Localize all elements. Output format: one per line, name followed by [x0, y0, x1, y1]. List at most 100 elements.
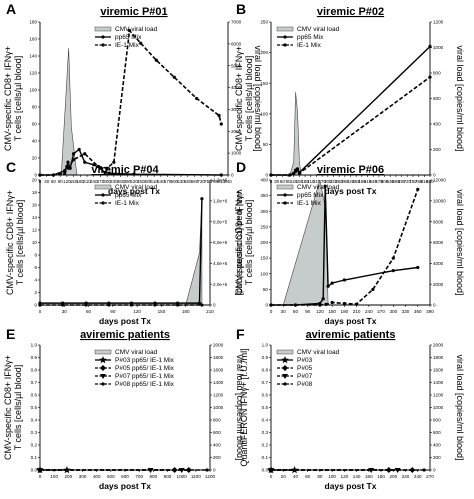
- x-tick-label: 240: [90, 179, 98, 184]
- y2-tick-label: 0: [433, 468, 436, 473]
- y-tick-label: 0.3: [262, 430, 269, 435]
- x-tick-label: 600: [121, 474, 129, 479]
- legend-label: CMV viral load: [297, 184, 340, 191]
- y2-tick-label: 4,0e+5: [213, 261, 228, 266]
- y2-tick-label: 1200: [213, 393, 224, 398]
- y2-tick-label: 200: [213, 455, 221, 460]
- y-tick-label: 14: [32, 215, 38, 220]
- y-tick-label: 0.2: [31, 443, 38, 448]
- x-tick-label: 690: [398, 179, 406, 184]
- y2-tick-label: 1400: [433, 380, 444, 385]
- x-tick-label: 60: [293, 309, 299, 314]
- y-tick-label: 0.8: [262, 368, 269, 373]
- y-tick-label: 250: [260, 224, 268, 229]
- y2-tick-label: 7000: [231, 20, 242, 25]
- y2-tick-label: 200: [433, 147, 441, 152]
- y-tick-label: 0.3: [31, 430, 38, 435]
- y2-tick-label: 0: [433, 173, 436, 178]
- x-tick-label: 720: [197, 179, 205, 184]
- legend-swatch: [94, 349, 112, 355]
- data-point: [391, 269, 395, 273]
- y2-tick-label: 0: [433, 303, 436, 308]
- panel-letter: C: [6, 159, 16, 175]
- x-tick-label: 420: [130, 179, 138, 184]
- y-tick-label: 100: [29, 88, 37, 93]
- series-line: [40, 28, 223, 176]
- y2-tick-label: 400: [433, 122, 441, 127]
- x-tick-label: 330: [402, 309, 410, 314]
- y2-tick-label: 1800: [433, 355, 444, 360]
- y-axis-label-line: QuantiFERON IFNγ+ [I.U./ml]: [239, 348, 249, 466]
- data-point: [197, 301, 202, 305]
- viral-load-area: [289, 92, 302, 176]
- y-axis-label: QuantiFERON IFNγ+ [I.U./ml]: [239, 348, 249, 466]
- data-point: [127, 28, 132, 33]
- data-point: [323, 184, 327, 188]
- x-tick-label: 90: [110, 309, 116, 314]
- x-tick-label: 450: [352, 179, 360, 184]
- y-tick-label: 0.6: [31, 393, 38, 398]
- x-tick-label: 800: [149, 474, 157, 479]
- x-tick-label: 660: [392, 179, 400, 184]
- y-tick-label: 0.0: [262, 468, 269, 473]
- legend-label: P#03: [297, 357, 313, 364]
- x-tick-label: 480: [358, 179, 366, 184]
- panel-title: aviremic patients: [306, 329, 396, 341]
- legend-swatch: [94, 26, 112, 32]
- y-axis-label: CMV-specific CD8+ IFNγ+T cells [cells/µl…: [234, 190, 254, 295]
- legend-label: pp65 Mix: [297, 34, 324, 41]
- y2-axis-label: viral load [copies/ml blood]: [253, 45, 263, 151]
- data-point: [83, 152, 87, 156]
- y2-tick-label: 3000: [231, 107, 242, 112]
- legend-label: P#08: [297, 381, 313, 388]
- data-point: [172, 75, 176, 79]
- y-tick-label: 0.1: [31, 455, 38, 460]
- x-tick-label: 180: [76, 179, 84, 184]
- y2-tick-label: 0: [213, 303, 216, 308]
- y-tick-label: 20: [32, 156, 38, 161]
- x-tick-label: 300: [324, 179, 332, 184]
- x-tick-label: 40: [293, 474, 299, 479]
- y2-axis-label: viral load [copies/ml blood]: [455, 354, 465, 460]
- x-tick-label: 120: [316, 309, 324, 314]
- data-point: [416, 265, 420, 270]
- y-tick-label: 16: [32, 203, 38, 208]
- y2-tick-label: 1000: [433, 45, 444, 50]
- y-tick-label: 140: [29, 54, 37, 59]
- y-tick-label: 0.8: [31, 368, 38, 373]
- y-axis-label-line: CMV-specific CD8+ IFNγ+: [234, 190, 244, 295]
- x-tick-label: 150: [158, 309, 166, 314]
- x-tick-label: 750: [409, 179, 417, 184]
- y-tick-label: 0.6: [262, 393, 269, 398]
- x-tick-label: 300: [389, 309, 397, 314]
- x-tick-label: 0: [270, 309, 273, 314]
- y2-tick-label: 400: [213, 443, 221, 448]
- data-point: [96, 164, 100, 169]
- x-axis-label: days post Tx: [325, 186, 377, 196]
- data-point: [63, 171, 67, 175]
- legend-marker: [282, 374, 288, 379]
- y-tick-label: 120: [29, 71, 37, 76]
- data-point: [326, 284, 330, 288]
- x-tick-label: 100: [328, 474, 336, 479]
- data-point: [66, 166, 70, 170]
- y-axis-label-line: T cells [cells/µl blood]: [15, 200, 25, 286]
- panel-letter: F: [236, 326, 245, 342]
- x-axis-label: days post Tx: [108, 186, 160, 196]
- y-axis-label: CMV-specific CD8+ IFNγ+T cells [cells/µl…: [3, 46, 23, 151]
- x-tick-label: 60: [51, 179, 57, 184]
- data-point: [154, 58, 158, 62]
- y2-tick-label: 600: [433, 430, 441, 435]
- x-tick-label: 120: [133, 309, 141, 314]
- data-point: [321, 297, 325, 301]
- y-axis-label-line: CMV-specific CD8+ IFNγ+: [234, 46, 244, 151]
- data-point: [324, 302, 328, 306]
- x-tick-label: 780: [415, 179, 423, 184]
- x-tick-label: 300: [103, 179, 111, 184]
- data-point: [371, 287, 375, 291]
- panel-letter: B: [236, 1, 246, 17]
- y2-axis-label: viral load [copies/ml blood]: [455, 189, 465, 295]
